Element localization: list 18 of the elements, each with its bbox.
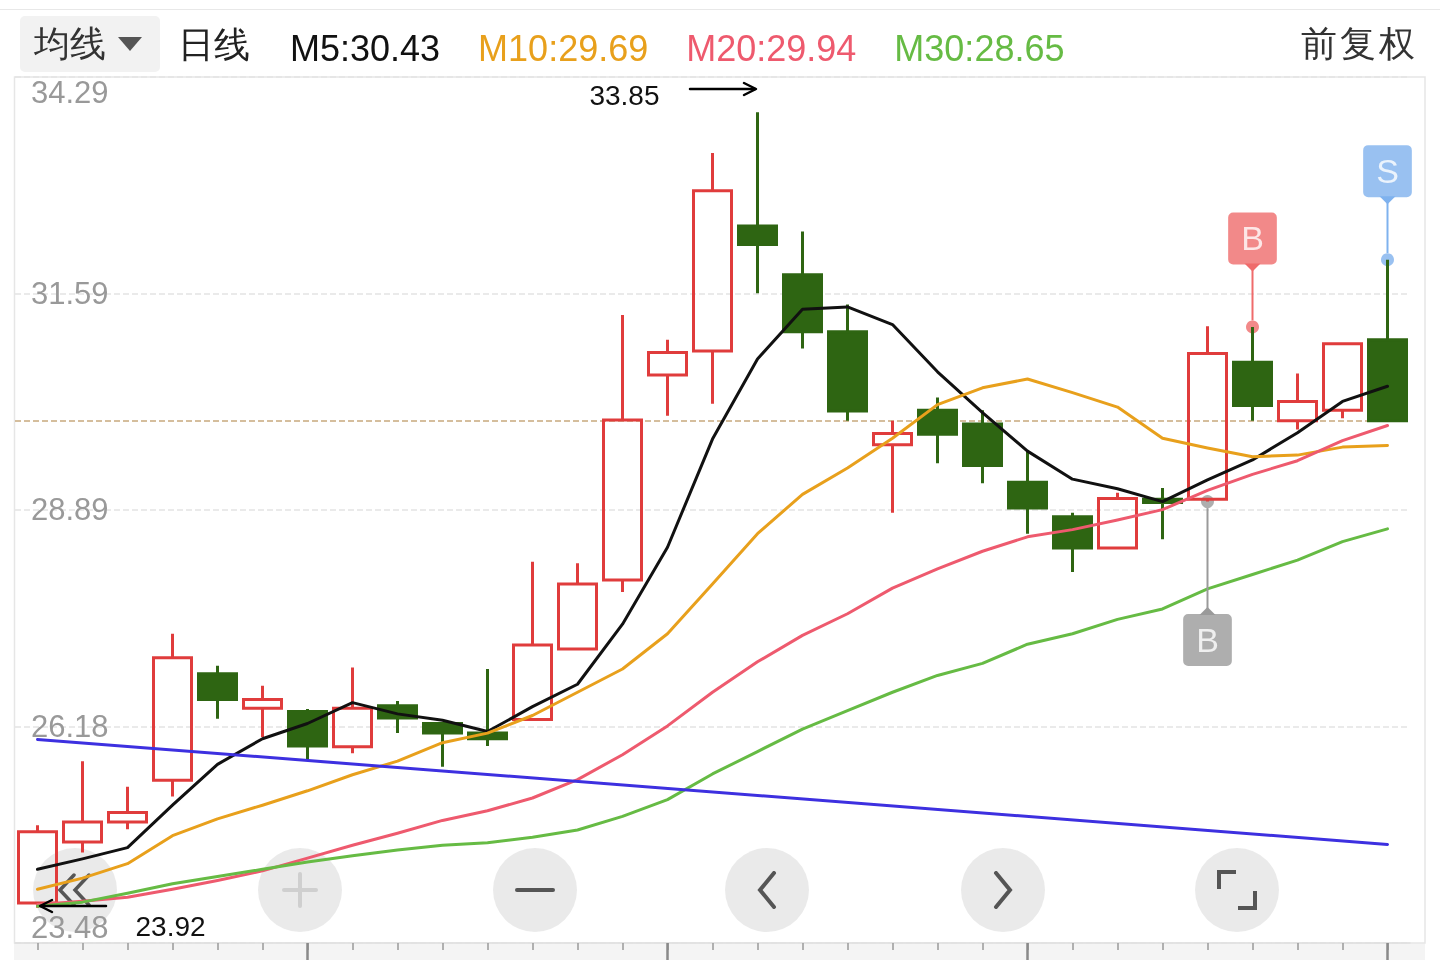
y-tick-label: 34.29 xyxy=(31,75,109,110)
text: M10:29.69 xyxy=(478,27,649,69)
text: M20:29.94 xyxy=(686,27,857,69)
y-tick-label: 26.18 xyxy=(31,709,109,745)
text: 日线 xyxy=(178,24,250,65)
data-label: B xyxy=(1196,621,1219,660)
legend-title: 均线 xyxy=(34,23,106,64)
data-label: B xyxy=(1241,219,1264,258)
annotation: 23.92 xyxy=(135,910,206,942)
dropdown: 均线 xyxy=(20,16,160,72)
y-tick-label: 28.89 xyxy=(31,492,109,528)
annotation: 33.85 xyxy=(589,80,660,112)
text: M30:28.65 xyxy=(894,27,1065,69)
y-tick-label: 31.59 xyxy=(31,275,109,311)
y-tick-label: 23.48 xyxy=(31,910,109,945)
text: M5:30.43 xyxy=(290,27,441,69)
text: 前复权 xyxy=(1301,24,1418,64)
data-label: S xyxy=(1376,152,1399,191)
